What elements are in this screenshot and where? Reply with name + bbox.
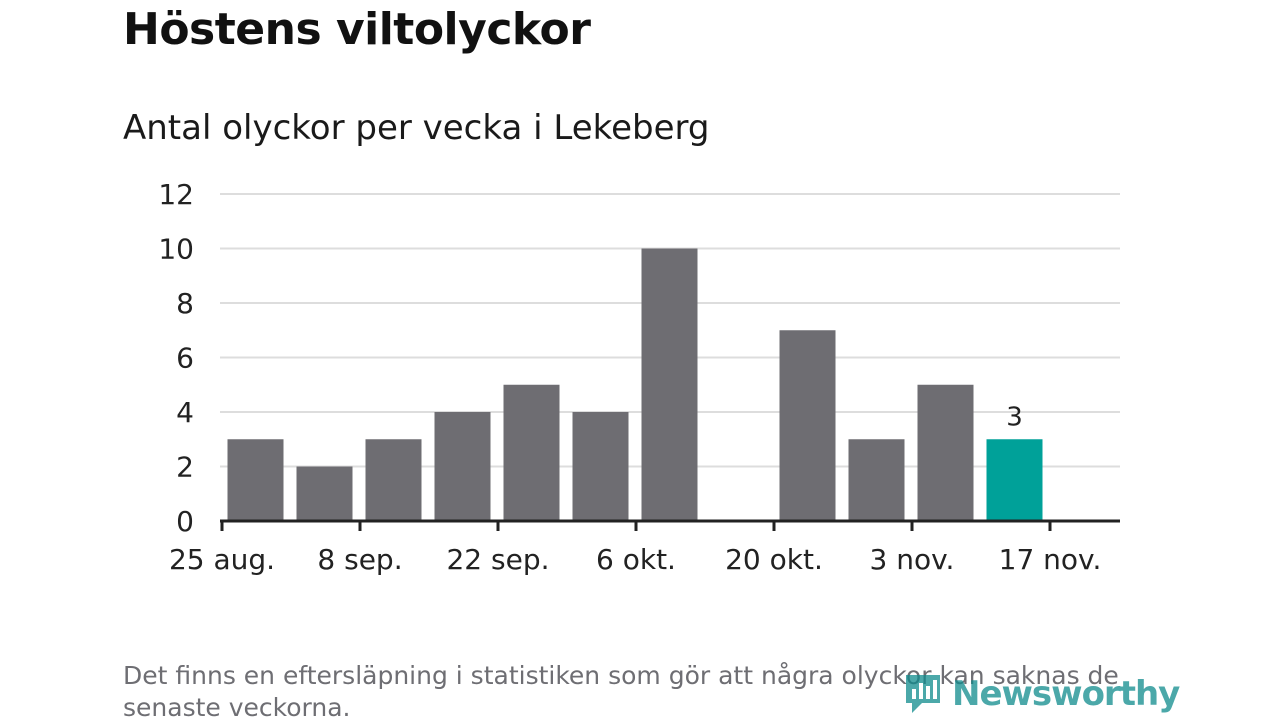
x-tick-label: 3 nov. xyxy=(870,543,955,576)
newsworthy-logo: Newsworthy xyxy=(902,668,1180,720)
chart-subtitle: Antal olyckor per vecka i Lekeberg xyxy=(123,108,710,148)
x-tick-label: 20 okt. xyxy=(725,543,823,576)
y-tick-label: 6 xyxy=(176,342,194,375)
y-tick-label: 8 xyxy=(176,287,194,320)
data-label: 3 xyxy=(1006,402,1023,432)
footnote: Det finns en eftersläpning i statistiken… xyxy=(123,661,1119,722)
y-tick-label: 2 xyxy=(176,451,194,484)
x-tick-label: 22 sep. xyxy=(446,543,549,576)
highlighted-bar xyxy=(986,439,1043,521)
bar-chart: 0 2 4 6 8 10 12 3 25 aug. 8 sep. 22 sep. 6 okt. 20 o… xyxy=(158,178,1120,576)
bar xyxy=(641,248,698,521)
x-tick-label: 17 nov. xyxy=(999,543,1102,576)
x-tick-label: 25 aug. xyxy=(169,543,275,576)
bar xyxy=(296,466,353,521)
x-tick-label: 8 sep. xyxy=(317,543,402,576)
y-tick-label: 4 xyxy=(176,396,194,429)
y-tick-label: 0 xyxy=(176,505,194,538)
bar xyxy=(848,439,905,521)
logo-text: Newsworthy xyxy=(952,674,1180,714)
newsworthy-logo-icon xyxy=(906,675,940,713)
bar xyxy=(917,384,974,521)
y-tick-label: 10 xyxy=(158,233,194,266)
x-tick-label: 6 okt. xyxy=(596,543,676,576)
bar xyxy=(779,330,836,521)
bar xyxy=(572,412,629,521)
bar xyxy=(227,439,284,521)
bar xyxy=(503,384,560,521)
y-tick-label: 12 xyxy=(158,178,194,211)
bar xyxy=(434,412,491,521)
bar xyxy=(365,439,422,521)
chart-title: Höstens viltolyckor xyxy=(123,4,591,55)
